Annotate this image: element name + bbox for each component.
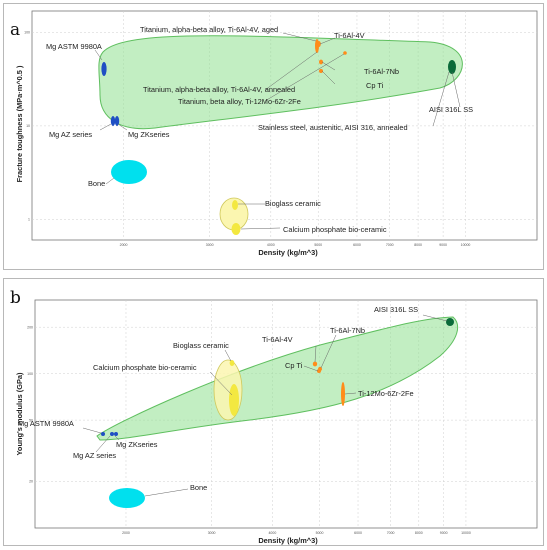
x-tick-label: 3000: [206, 243, 214, 247]
x-tick-label: 5000: [314, 243, 322, 247]
label-mg-astm-b: Mg ASTM 9980A: [18, 419, 74, 428]
label-316l-b: AISI 316L SS: [374, 305, 418, 314]
point-cp-ti-a: [319, 69, 323, 73]
point-mg-az-a: [110, 116, 116, 126]
x-tick-label: 10000: [461, 531, 471, 535]
label-cp-ti-a: Cp Ti: [366, 81, 384, 90]
x-tick-label: 8000: [415, 531, 423, 535]
panel-b: b 2000 3000 4000 5000 6000 7000 8000 9000 10000 …: [3, 278, 544, 546]
label-ca-phosphate-b: Calcium phosphate bio-ceramic: [93, 363, 197, 372]
label-mg-zk-b: Mg ZKseries: [116, 440, 158, 449]
x-tick-label: 5000: [316, 531, 324, 535]
x-tick-label: 7000: [386, 243, 394, 247]
point-bone-b: [109, 488, 145, 508]
point-316l-b: [446, 318, 454, 326]
y-tick-label: 10: [26, 124, 30, 128]
y-tick-label: 20: [29, 480, 33, 484]
x-ticks-b: 2000 3000 4000 5000 6000 7000 8000 9000 10000: [122, 531, 471, 535]
point-ti64-a: [317, 41, 321, 47]
x-tick-label: 4000: [267, 243, 275, 247]
point-ca-phosphate-a: [231, 223, 241, 235]
point-mg-astm-a: [101, 62, 107, 76]
x-tick-label: 6000: [353, 243, 361, 247]
grid-a: [32, 11, 537, 240]
label-mg-astm-a: Mg ASTM 9980A: [46, 42, 102, 51]
point-mg-astm-b: [101, 432, 105, 436]
label-bone-b: Bone: [190, 483, 207, 492]
label-mg-zk-a: Mg ZKseries: [128, 130, 170, 139]
point-mg-zk-b: [114, 432, 118, 436]
label-bioglass-a: Bioglass ceramic: [265, 199, 321, 208]
y-ticks-b: 20 50 100 200: [27, 325, 33, 483]
y-axis-label-a: Fracture toughness (MPa·m^0.5 ): [15, 65, 24, 182]
point-mg-zk-a: [114, 116, 120, 126]
y-ticks-a: 1 10 100: [24, 31, 30, 222]
label-ti67nb-b: Ti-6Al-7Nb: [330, 326, 365, 335]
point-bioglass-b: [229, 360, 235, 366]
x-axis-label-b: Density (kg/m^3): [258, 536, 318, 545]
x-tick-label: 8000: [414, 243, 422, 247]
y-axis-label-b: Young's modulus (GPa): [15, 372, 24, 455]
label-316l-a: AISI 316L SS: [429, 105, 473, 114]
metal-envelope-a: [98, 35, 463, 130]
label-ti-aged-a: Titanium, alpha-beta alloy, Ti-6Al-4V, a…: [140, 25, 278, 34]
x-ticks-a: 2000 3000 4000 5000 6000 7000 8000 9000 10000: [120, 243, 471, 247]
y-tick-label: 1: [28, 217, 30, 221]
leader-lines-a: [94, 32, 461, 230]
label-ti-beta-a: Titanium, beta alloy, Ti-12Mo-6Zr-2Fe: [178, 97, 301, 106]
label-bone-a: Bone: [88, 179, 105, 188]
label-ti64-a: Ti-6Al-4V: [334, 31, 365, 40]
label-ca-phosphate-a: Calcium phosphate bio-ceramic: [283, 225, 387, 234]
point-ti64-b: [312, 361, 318, 367]
label-ti1262-b: Ti-12Mo-6Zr-2Fe: [358, 389, 414, 398]
x-tick-label: 2000: [120, 243, 128, 247]
point-316l-a: [448, 60, 456, 74]
label-mg-az-b: Mg AZ series: [73, 451, 116, 460]
y-tick-label: 50: [29, 418, 33, 422]
x-tick-label: 9000: [439, 243, 447, 247]
metal-envelope-b: [96, 316, 459, 441]
y-tick-label: 100: [27, 372, 33, 376]
panel-b-label: b: [10, 288, 21, 308]
x-tick-label: 7000: [387, 531, 395, 535]
label-ti67nb-a: Ti-6Al-7Nb: [364, 67, 399, 76]
label-ti-annealed-a: Titanium, alpha-beta alloy, Ti-6Al-4V, a…: [143, 85, 295, 94]
point-ca-phosphate-b: [229, 384, 239, 416]
label-ti64-b: Ti-6Al-4V: [262, 335, 293, 344]
label-mg-az-a: Mg AZ series: [49, 130, 92, 139]
point-cp-ti-b: [317, 369, 321, 373]
panel-a: a 2000 3000 4000 5000 6000 7000 8000 9000 10000 …: [3, 3, 544, 270]
point-ti1262-b: [341, 382, 345, 406]
x-tick-label: 2000: [122, 531, 130, 535]
panel-a-label: a: [10, 20, 20, 40]
y-tick-label: 100: [24, 31, 30, 35]
x-tick-label: 10000: [461, 243, 471, 247]
label-bioglass-b: Bioglass ceramic: [173, 341, 229, 350]
point-mg-az-b: [110, 432, 114, 436]
point-bone-a: [111, 160, 147, 184]
label-ss316-a: Stainless steel, austenitic, AISI 316, a…: [258, 123, 408, 132]
x-tick-label: 4000: [268, 531, 276, 535]
x-axis-label-a: Density (kg/m^3): [258, 248, 318, 257]
point-ti67nb-a: [319, 59, 323, 65]
x-tick-label: 6000: [354, 531, 362, 535]
leader-lines-b: [82, 314, 448, 497]
x-tick-label: 3000: [208, 531, 216, 535]
y-tick-label: 200: [27, 325, 33, 329]
point-ti1262-a: [343, 51, 347, 55]
x-tick-label: 9000: [440, 531, 448, 535]
point-bioglass-a: [232, 200, 238, 210]
label-cp-ti-b: Cp Ti: [285, 361, 303, 370]
